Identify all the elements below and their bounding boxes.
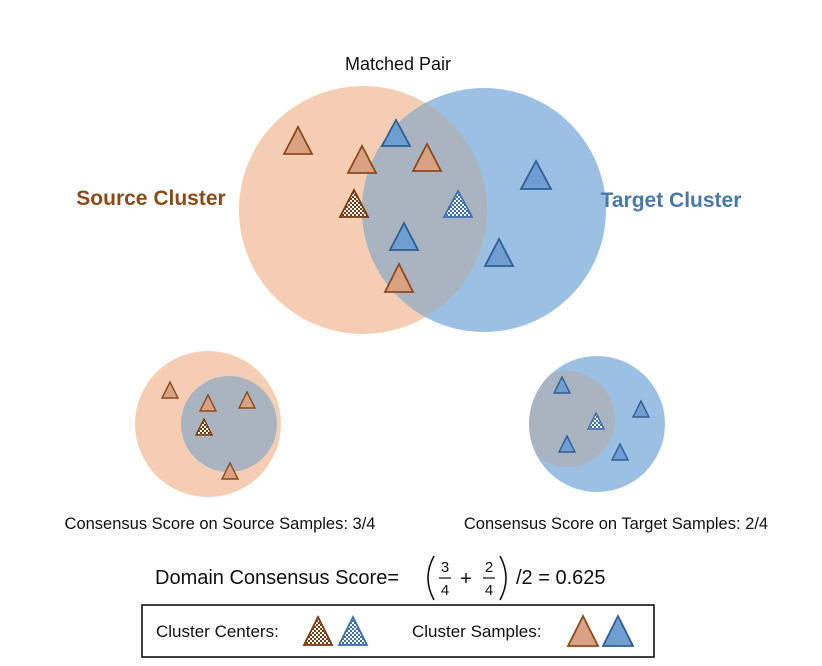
fraction1-numerator: 3 <box>441 559 449 576</box>
target-sample-icon <box>519 159 553 190</box>
source-sample-icon <box>346 144 378 174</box>
target-sample-icon <box>388 221 420 251</box>
fraction1-denominator: 4 <box>441 582 449 599</box>
target-sample-icon <box>483 237 515 267</box>
legend-target-center-icon <box>337 614 369 646</box>
domain-consensus-formula: Domain Consensus Score= 3 4 + 2 4 /2 = 0… <box>155 555 606 601</box>
source-consensus-venn <box>135 351 281 497</box>
right-parenthesis <box>499 555 507 601</box>
source-sample-icon <box>198 393 218 412</box>
target-sample-icon <box>631 399 651 418</box>
legend: Cluster Centers: Cluster Samples: <box>141 604 655 658</box>
target-sample-icon <box>552 375 572 394</box>
fraction2-numerator: 2 <box>485 559 493 576</box>
legend-target-sample-icon <box>601 613 635 647</box>
source-small-circle <box>529 371 615 467</box>
target-consensus-venn <box>529 356 665 492</box>
formula-suffix: /2 = 0.625 <box>516 567 606 589</box>
target-small-circle <box>181 376 277 472</box>
source-center-icon <box>194 417 214 436</box>
legend-source-center-icon <box>302 614 334 646</box>
source-sample-icon <box>383 261 415 293</box>
target-sample-icon <box>557 434 577 453</box>
target-cluster-label: Target Cluster <box>601 189 742 212</box>
legend-samples-label: Cluster Samples: <box>412 622 541 641</box>
source-sample-icon <box>220 461 240 480</box>
left-parenthesis <box>427 555 435 601</box>
source-center-icon <box>338 188 370 218</box>
legend-box <box>141 604 655 658</box>
target-center-icon <box>442 189 474 218</box>
target-center-icon <box>586 411 606 430</box>
source-sample-icon <box>282 125 314 155</box>
matched-pair-venn <box>239 86 606 334</box>
source-sample-icon <box>237 390 257 409</box>
fraction2-denominator: 4 <box>485 582 493 599</box>
matched-pair-title: Matched Pair <box>345 54 451 74</box>
plus-sign: + <box>460 568 472 590</box>
target-sample-icon <box>610 442 630 461</box>
source-sample-icon <box>411 142 443 172</box>
source-sample-icon <box>160 380 180 399</box>
target-sample-icon <box>380 118 412 147</box>
target-consensus-score: Consensus Score on Target Samples: 2/4 <box>464 515 768 533</box>
legend-source-sample-icon <box>566 613 600 647</box>
legend-centers-label: Cluster Centers: <box>156 622 279 641</box>
formula-prefix: Domain Consensus Score= <box>155 567 399 589</box>
source-cluster-label: Source Cluster <box>76 187 225 210</box>
source-consensus-score: Consensus Score on Source Samples: 3/4 <box>65 515 376 533</box>
